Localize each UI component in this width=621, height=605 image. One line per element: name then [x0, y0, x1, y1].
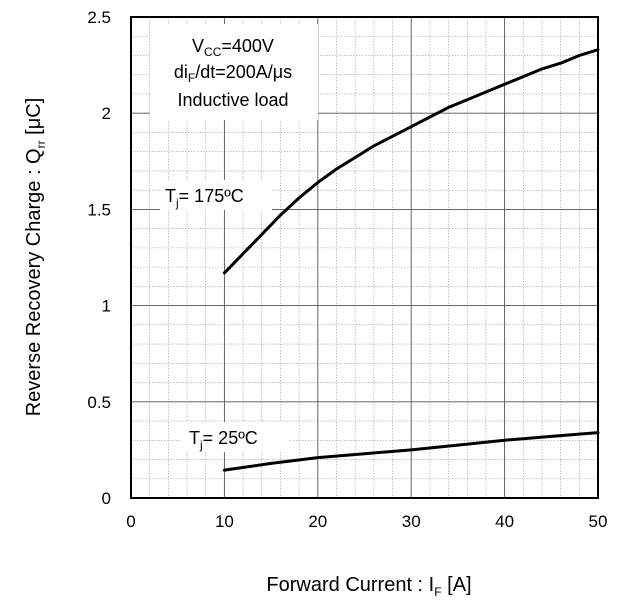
conditions-box [150, 24, 318, 120]
x-tick-label: 10 [215, 512, 234, 531]
x-tick-label: 50 [589, 512, 608, 531]
y-tick-label: 2 [102, 104, 111, 123]
condition-vcc: VCC=400V [192, 36, 274, 59]
series-label-25-bg [182, 422, 288, 452]
series-line-1 [222, 431, 600, 472]
x-axis-ticks: 0 10 20 30 40 50 [126, 512, 607, 531]
y-tick-label: 0 [102, 489, 111, 508]
x-axis-label: Forward Current : IF [A] [266, 574, 471, 599]
y-axis-label: Reverse Recovery Charge : Qrr [μC] [23, 98, 48, 417]
series-line-0 [222, 48, 600, 275]
series-label-175-bg [160, 180, 272, 210]
y-tick-label: 0.5 [87, 393, 111, 412]
series-label-25: Tj= 25ºC [189, 428, 258, 452]
series-label-175: Tj= 175ºC [165, 186, 244, 210]
plot-frame [130, 16, 599, 499]
x-tick-label: 0 [126, 512, 135, 531]
y-tick-label: 1 [102, 297, 111, 316]
y-axis-ticks: 0 0.5 1 1.5 2 2.5 [87, 8, 111, 508]
x-tick-label: 40 [495, 512, 514, 531]
condition-load: Inductive load [177, 90, 288, 110]
y-tick-label: 2.5 [87, 8, 111, 27]
x-tick-label: 30 [402, 512, 421, 531]
y-tick-label: 1.5 [87, 200, 111, 219]
series-lines [222, 48, 600, 472]
x-tick-label: 20 [308, 512, 327, 531]
condition-didt: diF/dt=200A/μs [174, 62, 292, 85]
